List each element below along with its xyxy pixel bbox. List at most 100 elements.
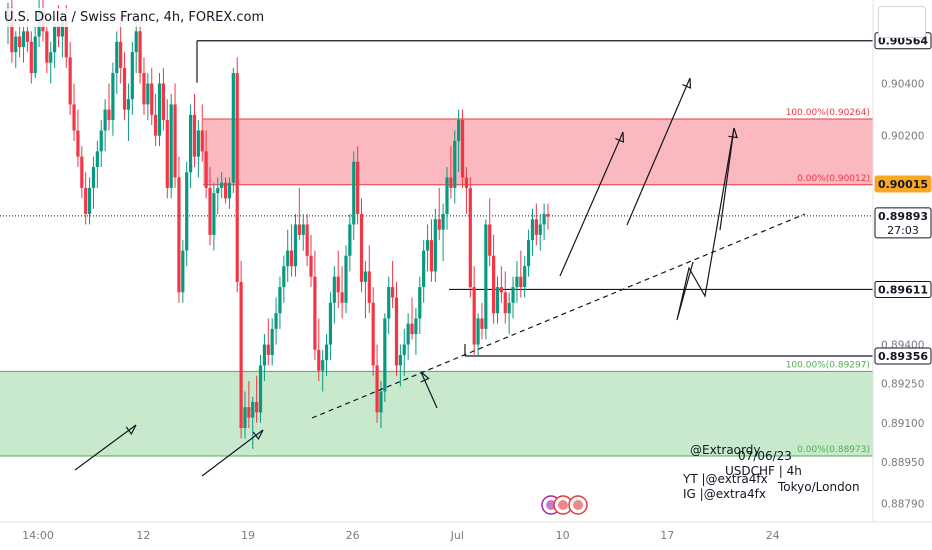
candle-body bbox=[231, 73, 235, 183]
candle-body bbox=[453, 140, 457, 188]
candle-body bbox=[406, 323, 410, 345]
demand-zone-top-label: 100.00%(0.89297) bbox=[786, 360, 870, 370]
candle-body bbox=[538, 224, 542, 235]
watermark-yt: YT |@extra4fx bbox=[683, 472, 768, 486]
event-flag-icon-dot bbox=[546, 500, 556, 510]
candle-body bbox=[429, 240, 434, 272]
trendline bbox=[311, 213, 806, 419]
candle-body bbox=[526, 240, 531, 267]
candle-body bbox=[157, 83, 162, 136]
candle-body bbox=[220, 182, 224, 188]
candle-body bbox=[534, 219, 538, 235]
price-label-box bbox=[874, 175, 932, 193]
candle-body bbox=[317, 349, 321, 371]
candle-body bbox=[293, 224, 298, 267]
candle-body bbox=[542, 214, 546, 225]
demand-zone-bottom-label: 0.00%(0.88973) bbox=[797, 445, 870, 455]
candle-body bbox=[150, 83, 154, 115]
candle-body bbox=[247, 407, 251, 418]
candle-body bbox=[274, 313, 278, 329]
settings-box[interactable] bbox=[878, 6, 926, 38]
time-axis-bg bbox=[0, 522, 932, 550]
candle-body bbox=[352, 161, 356, 225]
price-label: 0.89611 bbox=[878, 283, 928, 296]
arrow-shaft bbox=[626, 77, 691, 226]
candle-body bbox=[383, 318, 387, 392]
watermark-ig: IG |@extra4fx bbox=[683, 487, 766, 501]
y-tick-label: 0.88790 bbox=[881, 499, 924, 511]
event-flag-icon-dot bbox=[573, 500, 583, 510]
candle-body bbox=[173, 104, 177, 178]
candle-body bbox=[519, 276, 523, 288]
candle-body bbox=[511, 287, 515, 303]
price-label: 0.90015 bbox=[878, 178, 928, 191]
candle-body bbox=[305, 224, 309, 256]
candle-body bbox=[282, 266, 286, 288]
candle-body bbox=[138, 31, 142, 74]
candle-body bbox=[91, 167, 96, 188]
candle-body bbox=[546, 214, 550, 217]
arrow-head bbox=[252, 429, 264, 441]
candle-body bbox=[441, 214, 445, 230]
candle-body bbox=[321, 360, 325, 371]
x-tick-label: 26 bbox=[346, 529, 360, 542]
y-tick-label: 0.90200 bbox=[881, 131, 924, 143]
candle-body bbox=[111, 73, 115, 121]
candle-body bbox=[18, 36, 22, 47]
candle-body bbox=[348, 224, 352, 256]
x-tick-label: Jul bbox=[450, 529, 464, 542]
candle-body bbox=[289, 250, 294, 267]
candle-body bbox=[235, 73, 239, 282]
candle-body bbox=[208, 187, 212, 235]
y-tick-label: 0.89250 bbox=[881, 379, 924, 391]
candle-body bbox=[64, 20, 68, 58]
candle-body bbox=[437, 219, 441, 230]
candle-body bbox=[391, 287, 395, 298]
candle-body bbox=[80, 156, 84, 188]
supply-zone-bottom-label: 0.00%(0.90012) bbox=[797, 174, 870, 184]
candle-body bbox=[425, 240, 430, 251]
candle-body bbox=[107, 109, 111, 121]
price-label-box bbox=[874, 207, 932, 239]
price-label: 0.89893 bbox=[878, 210, 928, 223]
candle-body bbox=[468, 187, 472, 288]
arrow-head bbox=[728, 127, 738, 139]
candle-body bbox=[398, 354, 402, 366]
watermark-pair: USDCHF | 4h bbox=[725, 464, 802, 478]
candle-body bbox=[115, 41, 119, 74]
candle-body bbox=[243, 407, 247, 429]
candle-body bbox=[95, 151, 99, 168]
arrow-head bbox=[420, 371, 430, 383]
candle-body bbox=[130, 52, 134, 100]
candle-body bbox=[480, 318, 484, 329]
candle-body bbox=[324, 344, 329, 361]
candle-body bbox=[188, 114, 193, 173]
candle-body bbox=[332, 276, 336, 303]
candle-body bbox=[433, 219, 437, 272]
candle-body bbox=[87, 187, 92, 215]
candle-body bbox=[309, 255, 313, 277]
candle-body bbox=[10, 7, 14, 53]
x-tick-label: 12 bbox=[136, 529, 150, 542]
candle-body bbox=[297, 224, 301, 235]
x-tick-label: 24 bbox=[766, 529, 780, 542]
candle-body bbox=[14, 36, 18, 53]
candle-body bbox=[445, 177, 449, 215]
candle-body bbox=[56, 26, 61, 37]
candle-body bbox=[119, 41, 123, 68]
candle-body bbox=[499, 287, 503, 293]
arrow-shaft bbox=[201, 429, 264, 477]
arrow-shaft bbox=[74, 424, 137, 471]
watermark-date: 07/06/23 bbox=[738, 449, 792, 463]
candle-body bbox=[103, 109, 107, 131]
candle-body bbox=[126, 99, 131, 110]
candle-body bbox=[212, 193, 216, 235]
candle-body bbox=[270, 328, 274, 355]
arrow-head bbox=[682, 77, 692, 89]
candle-body bbox=[255, 401, 259, 413]
candle-body bbox=[216, 187, 220, 194]
candle-body bbox=[165, 120, 169, 188]
candle-body bbox=[488, 224, 492, 256]
